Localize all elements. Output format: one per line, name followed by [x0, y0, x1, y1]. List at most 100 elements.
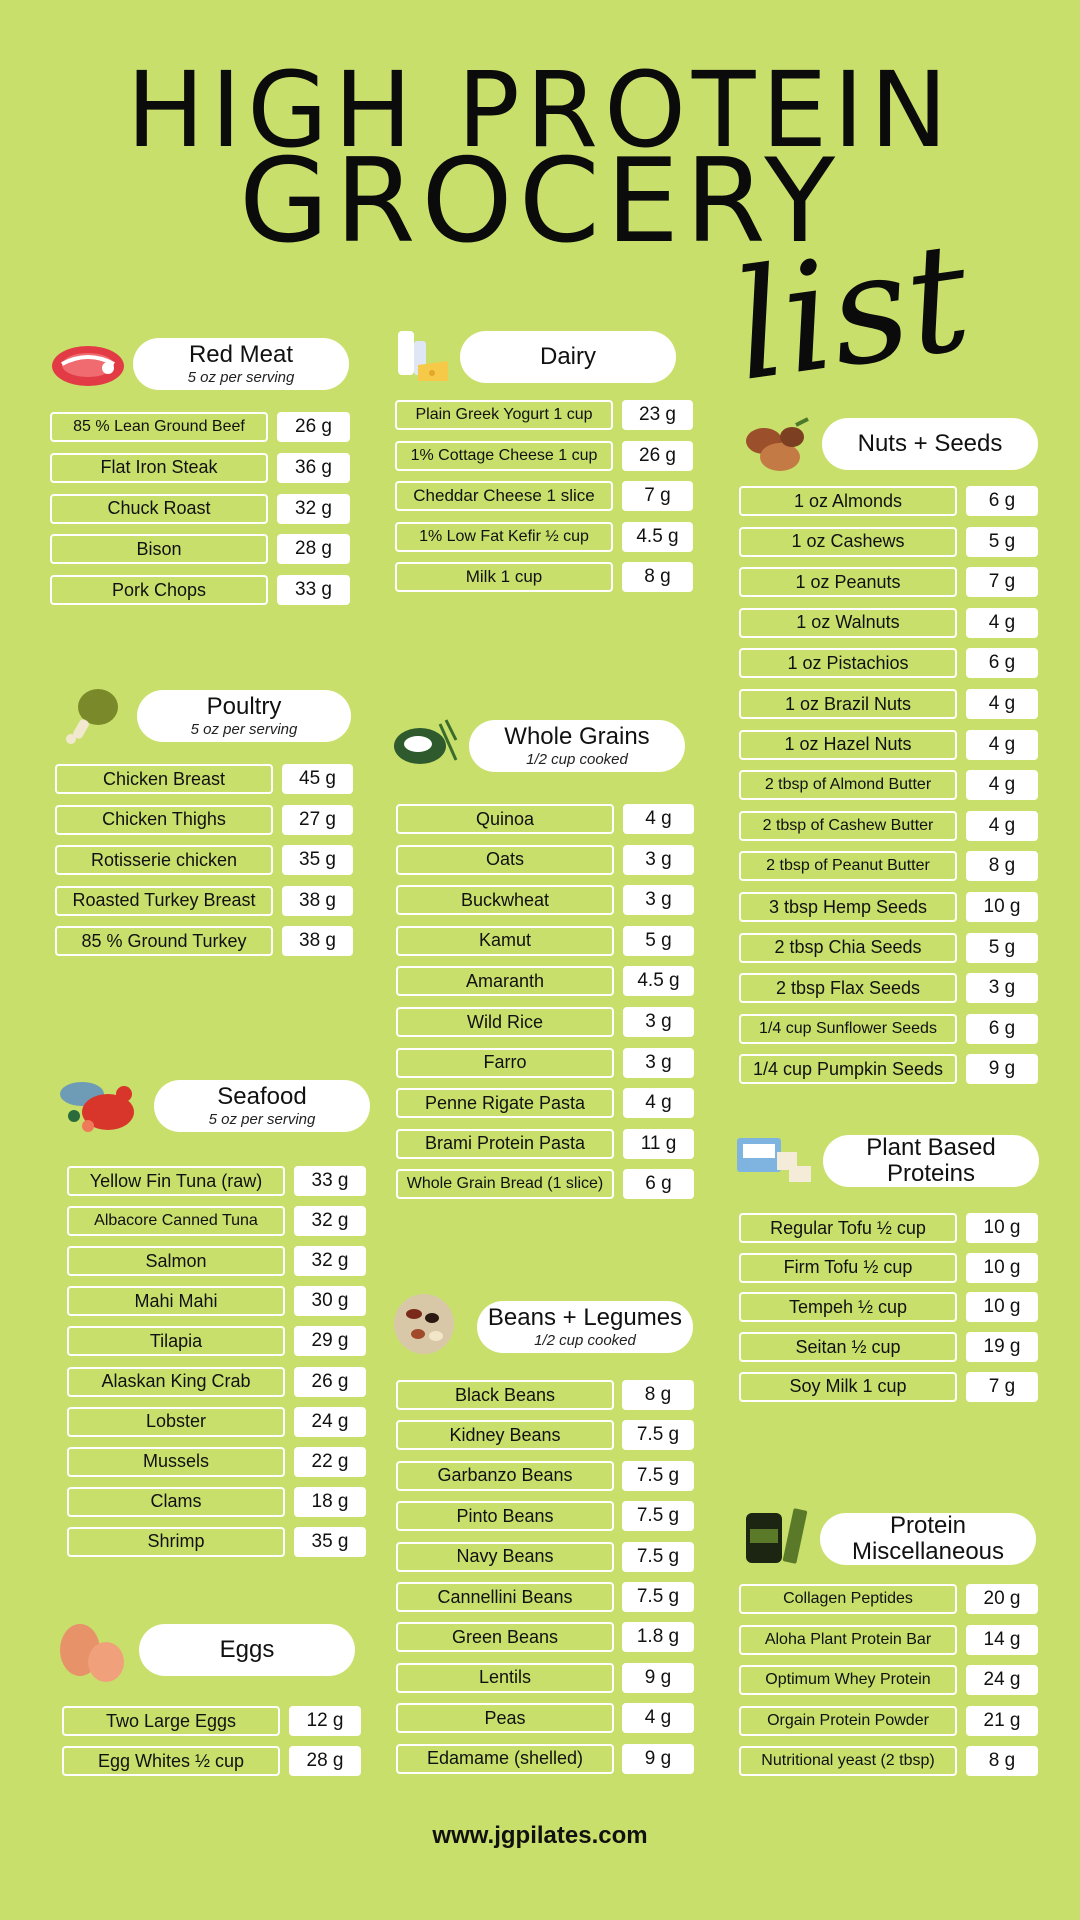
protein-grams: 33 g [294, 1166, 366, 1196]
section-header: Beans + Legumes 1/2 cup cooked [477, 1301, 693, 1353]
protein-grams: 6 g [966, 648, 1038, 679]
section-header: Plant Based Proteins [823, 1135, 1039, 1187]
food-name: 2 tbsp of Cashew Butter [739, 810, 957, 841]
protein-grams: 10 g [966, 1252, 1038, 1283]
food-name: Chuck Roast [50, 493, 268, 524]
protein-grams: 4 g [966, 607, 1038, 638]
food-name: 1 oz Pistachios [739, 648, 957, 679]
list-item: Tempeh ½ cup 10 g [0, 1292, 1038, 1332]
list-item: Oats 3 g [0, 844, 694, 885]
protein-grams: 7.5 g [622, 1460, 694, 1491]
list-item: Firm Tofu ½ cup 10 g [0, 1252, 1038, 1293]
food-name: Bison [50, 534, 268, 565]
list-item: Chicken Breast 45 g [0, 764, 353, 804]
list-item: Edamame (shelled) 9 g [0, 1743, 694, 1784]
protein-grams: 1.8 g [622, 1622, 694, 1653]
food-name: Egg Whites ½ cup [62, 1746, 280, 1776]
food-name: Peas [396, 1703, 614, 1734]
food-name: Mussels [67, 1446, 285, 1477]
protein-jar-bar-icon [740, 1505, 812, 1572]
food-name: Buckwheat [396, 885, 614, 916]
food-name: 1 oz Brazil Nuts [739, 689, 957, 719]
food-name: Chicken Breast [55, 764, 273, 794]
protein-grams: 35 g [294, 1526, 366, 1557]
food-name: Green Beans [396, 1622, 614, 1653]
list-item: Amaranth 4.5 g [0, 966, 694, 1006]
title-line-2: GROCERY [238, 134, 842, 269]
section-title: Red Meat [188, 341, 294, 368]
list-item: 2 tbsp Chia Seeds 5 g [0, 932, 1038, 973]
food-name: Salmon [67, 1246, 285, 1277]
section-subtitle: 1/2 cup cooked [526, 751, 628, 768]
list-item: Tilapia 29 g [0, 1326, 366, 1366]
food-name: Regular Tofu ½ cup [739, 1213, 957, 1243]
protein-grams: 30 g [294, 1286, 366, 1317]
protein-grams: 36 g [277, 452, 350, 483]
food-name: Shrimp [67, 1526, 285, 1557]
protein-grams: 10 g [966, 1213, 1038, 1243]
protein-grams: 28 g [277, 534, 350, 565]
food-name: Seitan ½ cup [739, 1332, 957, 1363]
list-item: Plain Greek Yogurt 1 cup 23 g [0, 400, 693, 440]
protein-grams: 3 g [623, 1007, 694, 1037]
protein-grams: 4 g [966, 689, 1038, 719]
list-item: Green Beans 1.8 g [0, 1622, 694, 1662]
protein-grams: 4.5 g [623, 966, 694, 997]
protein-grams: 7 g [622, 481, 693, 511]
food-name: 3 tbsp Hemp Seeds [739, 892, 957, 922]
list-item: Soy Milk 1 cup 7 g [0, 1371, 1038, 1412]
drumstick-icon [62, 683, 122, 752]
protein-grams: 12 g [289, 1706, 361, 1736]
list-item: Flat Iron Steak 36 g [0, 452, 350, 493]
protein-grams: 32 g [294, 1206, 366, 1237]
protein-grams: 7.5 g [622, 1582, 694, 1612]
section-subtitle: 5 oz per serving [208, 1111, 316, 1128]
protein-grams: 32 g [277, 493, 350, 524]
protein-grams: 5 g [966, 932, 1038, 963]
section-header: Eggs [139, 1624, 355, 1676]
section-title: Poultry [206, 693, 282, 720]
list-item: Clams 18 g [0, 1486, 366, 1527]
food-name: 2 tbsp of Almond Butter [739, 770, 957, 801]
lobster-fish-icon [52, 1068, 152, 1147]
protein-grams: 7 g [966, 1371, 1038, 1402]
food-name: Navy Beans [396, 1541, 614, 1572]
food-name: 2 tbsp of Peanut Butter [739, 851, 957, 882]
food-name: Pork Chops [50, 575, 268, 606]
food-name: 1 oz Almonds [739, 486, 957, 516]
protein-grams: 26 g [294, 1366, 366, 1397]
protein-grams: 33 g [277, 575, 350, 606]
list-item: Two Large Eggs 12 g [0, 1706, 361, 1746]
protein-grams: 6 g [966, 486, 1038, 516]
food-name: 85 % Ground Turkey [55, 926, 273, 957]
list-item: Lentils 9 g [0, 1662, 694, 1703]
food-name: 1 oz Cashews [739, 526, 957, 557]
footer-url[interactable]: www.jgpilates.com [432, 1822, 648, 1849]
protein-grams: 8 g [966, 851, 1038, 882]
food-name: Firm Tofu ½ cup [739, 1252, 957, 1283]
list-item: Roasted Turkey Breast 38 g [0, 885, 353, 926]
section-header: Dairy [460, 331, 676, 383]
protein-grams: 5 g [623, 925, 694, 956]
protein-grams: 4 g [623, 804, 694, 834]
protein-grams: 26 g [622, 440, 693, 471]
protein-grams: 3 g [623, 885, 694, 916]
list-item: 1/4 cup Pumpkin Seeds 9 g [0, 1054, 1038, 1094]
list-item: Lobster 24 g [0, 1406, 366, 1447]
protein-grams: 24 g [294, 1406, 366, 1437]
protein-grams: 7.5 g [622, 1420, 694, 1451]
section-title: Dairy [539, 343, 596, 370]
section-header: Whole Grains 1/2 cup cooked [469, 720, 685, 772]
list-item: Shrimp 35 g [0, 1526, 366, 1567]
food-name: 85 % Lean Ground Beef [50, 412, 268, 442]
food-name: Quinoa [396, 804, 614, 834]
food-name: 2 tbsp Chia Seeds [739, 932, 957, 963]
list-item: 2 tbsp of Peanut Butter 8 g [0, 851, 1038, 891]
food-name: Soy Milk 1 cup [739, 1371, 957, 1402]
title-script-list: list [724, 210, 980, 415]
food-name: Collagen Peptides [739, 1584, 957, 1614]
section-title: Seafood [217, 1083, 307, 1110]
protein-grams: 38 g [282, 926, 353, 957]
food-name: Lentils [396, 1662, 614, 1693]
food-name: Yellow Fin Tuna (raw) [67, 1166, 285, 1196]
